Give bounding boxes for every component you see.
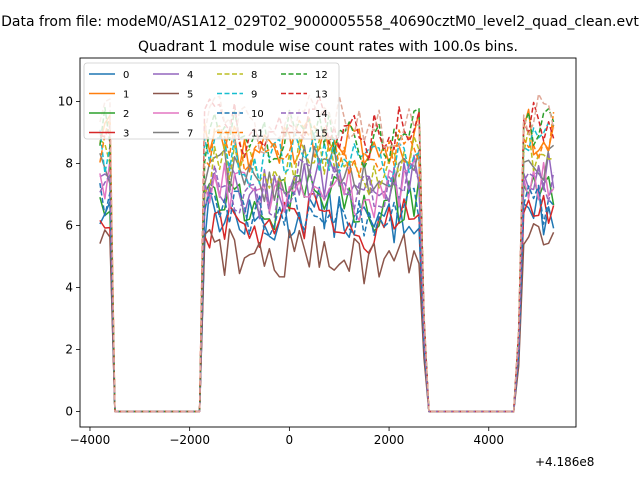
legend-label-0: 0 (123, 70, 129, 81)
x-axis: −4000 −2000 0 2000 4000 (70, 427, 504, 447)
legend-label-4: 4 (187, 70, 193, 81)
y-tick-label: 4 (65, 280, 73, 294)
legend-label-8: 8 (251, 70, 257, 81)
suptitle: Data from file: modeM0/AS1A12_029T02_900… (1, 14, 639, 30)
y-tick-label: 8 (65, 156, 73, 170)
legend-label-15: 15 (315, 129, 328, 140)
plot-frame (79, 57, 577, 428)
y-tick-label: 6 (65, 218, 73, 232)
x-offset-label: +4.186e8 (535, 455, 594, 469)
x-tick-label: 4000 (473, 433, 504, 447)
legend-label-2: 2 (123, 109, 129, 120)
y-axis: 0 2 4 6 8 10 (58, 94, 80, 418)
legend-label-1: 1 (123, 90, 129, 101)
x-tick-label: 2000 (374, 433, 405, 447)
y-tick-label: 10 (58, 94, 73, 108)
legend-label-3: 3 (123, 129, 129, 140)
x-tick-label: 0 (286, 433, 294, 447)
legend-label-6: 6 (187, 109, 193, 120)
y-tick-label: 2 (65, 342, 73, 356)
x-tick-label: −2000 (169, 433, 210, 447)
series-line-15 (99, 93, 555, 413)
legend-label-10: 10 (251, 109, 264, 120)
chart-title: Quadrant 1 module wise count rates with … (138, 39, 518, 55)
legend-label-14: 14 (315, 109, 328, 120)
series-line-9 (99, 121, 554, 413)
y-tick-label: 0 (65, 404, 73, 418)
legend-label-12: 12 (315, 70, 328, 81)
legend-label-11: 11 (251, 129, 264, 140)
x-tick-label: −4000 (70, 433, 111, 447)
legend-label-9: 9 (251, 90, 257, 101)
legend-box (83, 62, 340, 140)
legend-label-5: 5 (187, 90, 193, 101)
legend-label-13: 13 (315, 90, 328, 101)
legend-label-7: 7 (187, 129, 193, 140)
